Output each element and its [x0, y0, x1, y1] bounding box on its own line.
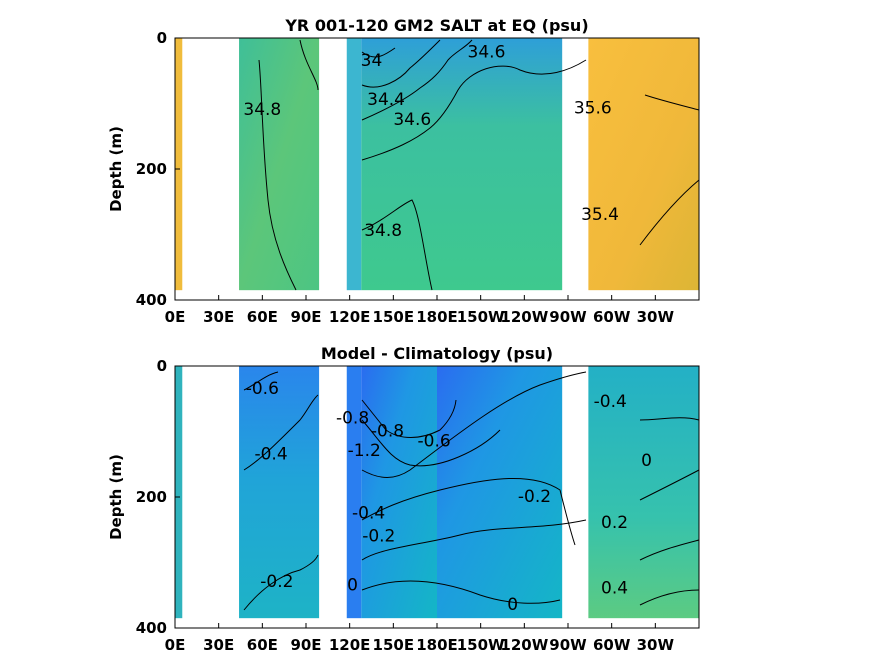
x-tick-label: 60W: [593, 636, 631, 654]
data-region: [437, 38, 563, 291]
x-tick-label: 90E: [290, 636, 321, 654]
contour-label: 0.4: [601, 579, 628, 599]
x-tick-label: 150E: [373, 636, 415, 654]
data-region: [175, 38, 183, 291]
x-tick-label: 30W: [637, 308, 675, 326]
y-tick-label: 0: [157, 29, 167, 47]
x-tick-label: 180E: [416, 308, 458, 326]
contour-label: 34.6: [468, 42, 506, 62]
x-tick-label: 120E: [329, 308, 371, 326]
y-tick-label: 0: [157, 357, 167, 375]
panel-bias: Model - Climatology (psu) -0.6 -0.4 -0.2 -0…: [107, 344, 700, 654]
x-tick-label: 60W: [593, 308, 631, 326]
y-axis-label: Depth (m): [107, 454, 125, 540]
data-region: [175, 366, 183, 619]
contour-label: -0.4: [594, 392, 627, 412]
x-tick-label: 150W: [457, 636, 505, 654]
data-region: [239, 38, 320, 291]
data-region: [239, 366, 320, 619]
contour-label: 34.4: [367, 90, 405, 110]
x-tick-label: 120W: [500, 636, 548, 654]
y-tick-label: 400: [136, 619, 167, 637]
contour-label: -0.2: [518, 487, 551, 507]
x-tick-label: 90E: [290, 308, 321, 326]
x-tick-label: 30E: [203, 308, 234, 326]
data-region: [361, 366, 437, 619]
y-axis-ticks: 0 200 400: [136, 357, 180, 637]
panel-salinity: YR 001-120 GM2 SALT at EQ (psu) 34.8 34 34…: [107, 16, 700, 326]
contour-label: -0.4: [352, 503, 385, 523]
contour-labels: -0.6-0.4-0.2-0.8-1.2-0.8 -0.6-0.4-0.200-0…: [246, 379, 652, 615]
data-regions: [175, 366, 699, 619]
contour-label: 34.6: [393, 110, 431, 130]
x-tick-label: 60E: [247, 636, 278, 654]
x-tick-label: 30W: [637, 636, 675, 654]
contour-label: -0.8: [371, 422, 404, 442]
data-region: [361, 38, 437, 291]
x-tick-label: 120W: [500, 308, 548, 326]
x-tick-label: 0E: [165, 308, 186, 326]
contour-label: 34: [361, 51, 383, 71]
y-tick-label: 400: [136, 291, 167, 309]
data-region: [346, 38, 362, 291]
x-tick-label: 180E: [416, 636, 458, 654]
chart-title: Model - Climatology (psu): [321, 344, 553, 363]
contour-label: -1.2: [348, 441, 381, 461]
x-tick-label: 0E: [165, 636, 186, 654]
contour-label: 35.4: [581, 205, 619, 225]
contour-label: -0.6: [246, 379, 279, 399]
y-tick-label: 200: [136, 160, 167, 178]
contour-label: -0.6: [418, 431, 451, 451]
x-tick-label: 90W: [549, 636, 587, 654]
contour-label: 34.8: [243, 100, 281, 120]
x-tick-label: 30E: [203, 636, 234, 654]
y-axis-label: Depth (m): [107, 126, 125, 212]
x-tick-label: 150W: [457, 308, 505, 326]
x-tick-label: 150E: [373, 308, 415, 326]
contour-label: 35.6: [574, 99, 612, 119]
data-region: [588, 366, 699, 619]
chart-title: YR 001-120 GM2 SALT at EQ (psu): [284, 16, 588, 35]
y-axis-ticks: 0 200 400: [136, 29, 180, 309]
data-region: [588, 38, 699, 291]
contour-label: -0.4: [254, 444, 287, 464]
x-tick-label: 90W: [549, 308, 587, 326]
contour-label: 0.2: [601, 513, 628, 533]
x-tick-label: 120E: [329, 636, 371, 654]
contour-label: -0.2: [362, 526, 395, 546]
data-regions: [175, 38, 699, 291]
data-region: [437, 366, 563, 619]
contour-lines: [243, 371, 700, 611]
contour-label: -0.8: [336, 408, 369, 428]
contour-label: 34.8: [364, 221, 402, 241]
contour-label: 0: [641, 451, 652, 471]
contour-label: 0: [347, 575, 358, 595]
data-region: [346, 366, 362, 619]
y-tick-label: 200: [136, 488, 167, 506]
contour-label: 0: [507, 595, 518, 615]
x-tick-label: 60E: [247, 308, 278, 326]
contour-label: -0.2: [260, 572, 293, 592]
contour-lines: [258, 39, 700, 291]
